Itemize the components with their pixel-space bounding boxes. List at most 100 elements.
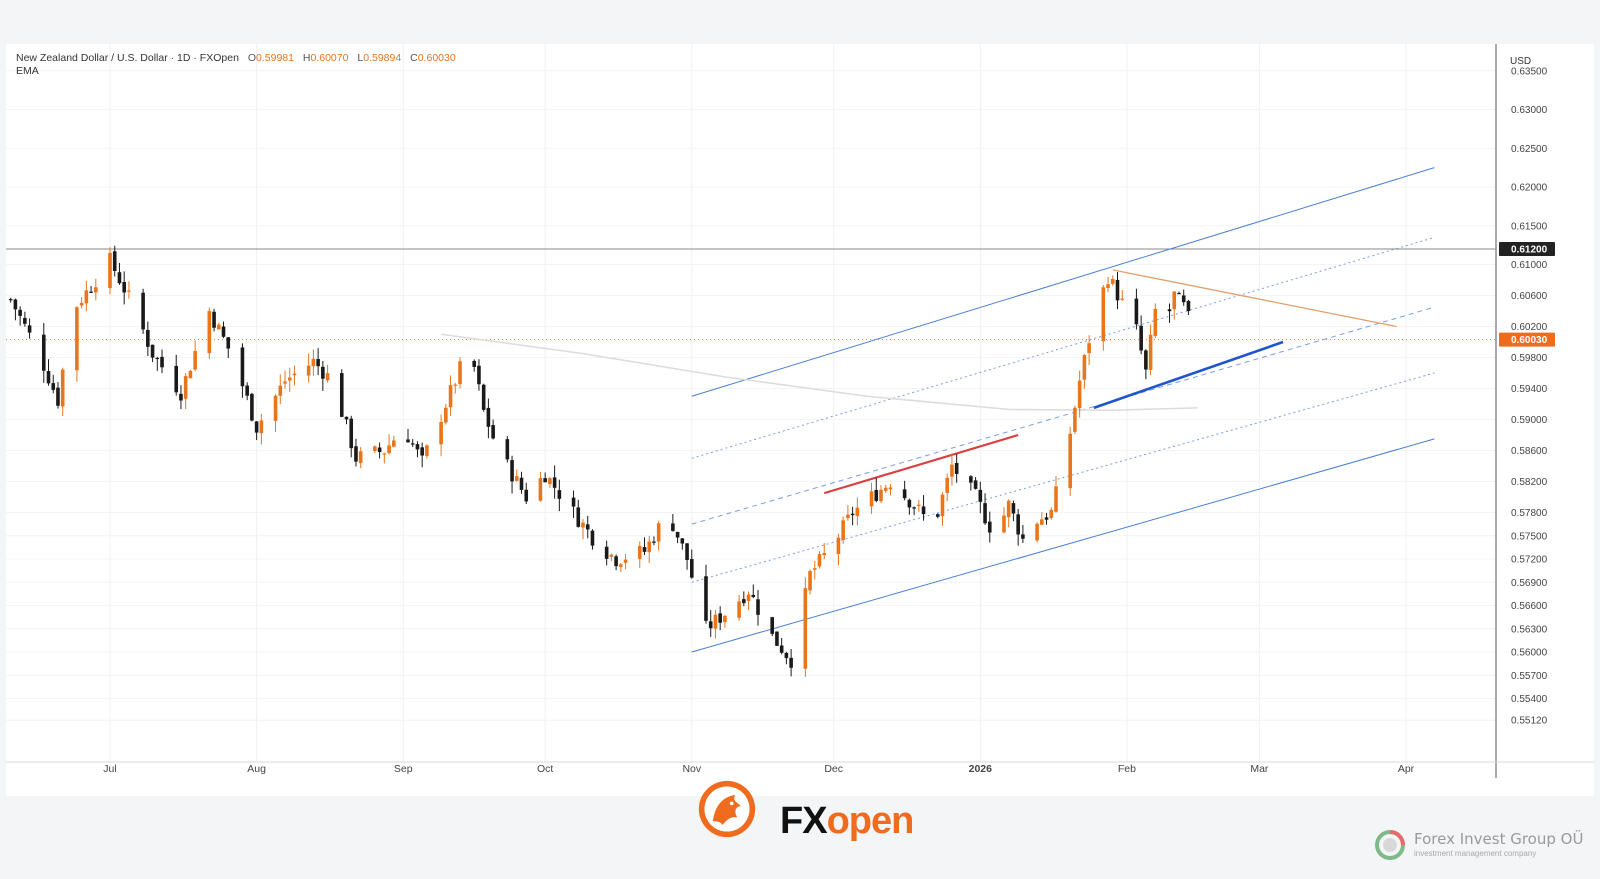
ohlc-low-label: L	[357, 52, 364, 64]
candle-body	[387, 445, 391, 454]
candle	[524, 482, 529, 505]
candle	[212, 308, 216, 332]
candle	[1186, 299, 1191, 316]
candle	[940, 492, 945, 526]
candle-body	[150, 344, 155, 358]
candle	[1110, 275, 1115, 286]
candle-body	[193, 351, 197, 370]
candle-body	[510, 460, 514, 482]
candle-body	[146, 329, 150, 347]
candle-body	[713, 614, 718, 629]
candle	[188, 369, 193, 379]
candle	[1073, 405, 1077, 435]
candle	[945, 473, 950, 502]
candle	[671, 514, 675, 532]
candle	[141, 288, 145, 334]
candle	[689, 549, 694, 579]
candle-body	[519, 477, 524, 490]
y-tick-label: 0.59000	[1511, 415, 1548, 426]
candle-body	[978, 489, 983, 502]
candle	[879, 485, 883, 504]
candle-body	[789, 657, 793, 668]
y-tick-label: 0.57500	[1511, 531, 1548, 542]
candle	[1139, 315, 1143, 355]
candle	[921, 495, 926, 521]
company-badge: Forex Invest Group OÜ investment managem…	[1372, 827, 1583, 863]
resistance-segment	[823, 433, 1019, 495]
candle-body	[846, 514, 850, 519]
candle	[387, 434, 391, 455]
indicator-legend[interactable]: EMA	[16, 65, 39, 77]
candle	[784, 651, 789, 665]
candle-body	[1077, 380, 1082, 409]
candle-body	[56, 387, 60, 406]
candle-body	[112, 251, 117, 271]
candle	[585, 515, 590, 539]
fxopen-logo-icon	[698, 780, 756, 838]
candle-body	[406, 439, 410, 443]
y-tick-label: 0.59800	[1511, 353, 1548, 364]
candle-body	[410, 443, 415, 445]
candle-body	[1115, 279, 1120, 301]
channel-mid-line	[691, 306, 1435, 525]
candle-body	[685, 543, 689, 560]
candle	[1049, 507, 1054, 520]
candle-body	[671, 523, 675, 531]
last-price-tag: 0.60030	[1511, 335, 1548, 346]
candle	[1181, 289, 1186, 306]
candle-body	[940, 494, 945, 517]
candle-body	[808, 571, 812, 591]
candle-body	[1148, 334, 1153, 370]
candle	[425, 444, 429, 459]
candle	[415, 441, 420, 458]
chart-panel[interactable]: USD 0.63500 0.63000 0.62500 0.62000 0.61500 0.…	[6, 44, 1594, 796]
candle	[543, 472, 547, 483]
candle-body	[742, 599, 746, 604]
candle-body	[1134, 298, 1139, 325]
x-tick-label: Jul	[103, 763, 116, 775]
level-price-tag-bg	[1499, 242, 1555, 256]
candle-body	[538, 478, 543, 501]
y-tick-label: 0.59400	[1511, 384, 1548, 395]
candle	[510, 455, 514, 494]
channel-upper-line	[691, 167, 1435, 397]
candle	[576, 499, 581, 528]
candle-body	[108, 252, 112, 289]
candle-body	[458, 361, 462, 385]
candle-body	[358, 451, 363, 464]
candle	[548, 477, 552, 488]
candle-body	[486, 407, 491, 427]
candle	[742, 591, 746, 607]
candle	[883, 484, 888, 493]
x-tick-label: Oct	[537, 763, 553, 775]
candle-body	[250, 393, 254, 421]
candle-body	[273, 395, 278, 421]
candle	[642, 537, 647, 556]
candle-body	[354, 446, 358, 462]
candle	[373, 445, 377, 454]
candle	[803, 577, 808, 677]
candle	[912, 506, 916, 516]
grid	[6, 44, 1594, 778]
y-tick-label: 0.55700	[1511, 671, 1548, 682]
candle	[245, 382, 249, 401]
candle	[472, 359, 477, 372]
candle	[349, 415, 354, 458]
candle	[737, 594, 741, 621]
candle	[808, 569, 812, 595]
candle-body	[316, 359, 320, 367]
y-tick-label: 0.63500	[1511, 66, 1548, 77]
candle	[614, 554, 618, 571]
candle	[850, 506, 855, 526]
candle-body	[13, 299, 18, 310]
candle-body	[1049, 509, 1054, 518]
candle	[358, 447, 363, 469]
candle-body	[1016, 514, 1020, 535]
ohlc-high-label: H	[302, 52, 311, 64]
candle-body	[619, 564, 623, 567]
candle	[60, 367, 65, 417]
candle-body	[675, 531, 680, 538]
candle-body	[1186, 300, 1191, 312]
candle-body	[836, 537, 841, 555]
